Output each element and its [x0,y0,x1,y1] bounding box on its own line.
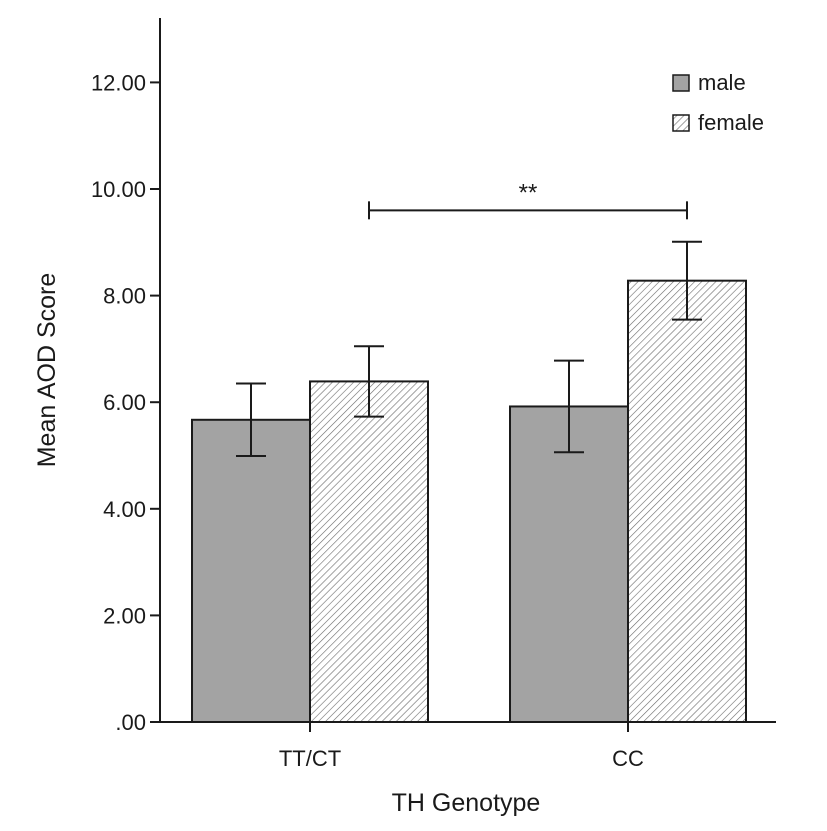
legend-swatch-male [672,74,690,92]
legend-label-female: female [698,110,764,135]
bar-male-cc [509,405,629,723]
bars-layer [191,279,747,723]
legend-swatch-female [672,114,690,132]
significance-layer: ** [368,179,688,220]
y-axis-title: Mean AOD Score [33,273,61,468]
y-tick-label: 6.00 [103,390,146,415]
y-tick-label: 2.00 [103,603,146,628]
y-tick-label: .00 [115,710,146,735]
legend-label-male: male [698,70,746,95]
y-tick-label: 8.00 [103,284,146,309]
x-axis-title: TH Genotype [392,789,541,817]
significance-label: ** [519,179,538,206]
legend: male female [672,70,764,135]
bar-female-tt-ct [309,380,429,723]
y-tick-label: 12.00 [91,70,146,95]
error-bars-layer [236,240,702,458]
x-tick-label: CC [612,746,644,771]
bar-male-tt-ct [191,418,311,723]
axes-layer: .00 2.00 4.00 6.00 8.00 10.00 12.00 TT/CT CC TH G… [33,18,776,817]
x-tick-label: TT/CT [279,746,341,771]
y-tick-label: 10.00 [91,177,146,202]
y-tick-label: 4.00 [103,497,146,522]
bar-female-cc [627,279,747,723]
